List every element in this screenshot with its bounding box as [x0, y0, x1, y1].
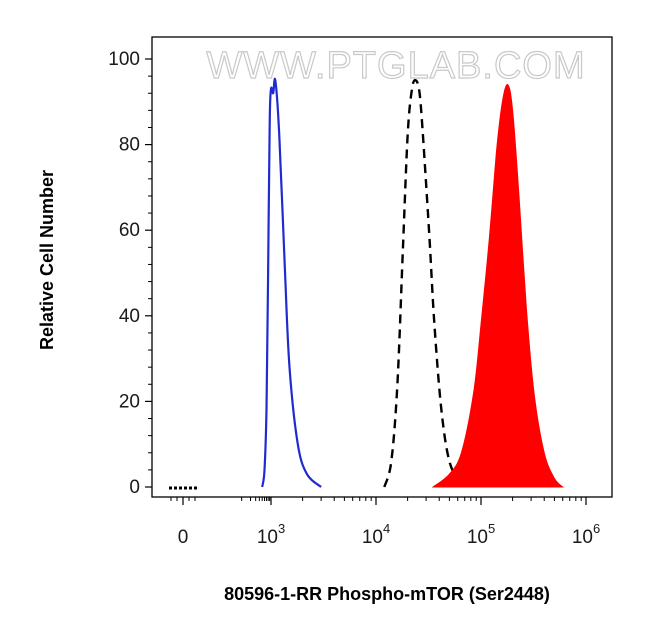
x-tick-label: 105: [467, 521, 495, 548]
axes-layer: 0 20 40 60 80 100 0 103 104 105 106: [108, 36, 613, 548]
y-tick-label: 80: [119, 135, 140, 156]
y-axis-title: Relative Cell Number: [37, 170, 57, 350]
series-blue-solid-line: [261, 77, 322, 488]
x-tick-label: 104: [362, 521, 390, 548]
series-red-filled-area: [431, 84, 564, 488]
x-axis-title: 80596-1-RR Phospho-mTOR (Ser2448): [224, 584, 550, 604]
y-tick-label: 0: [129, 477, 140, 498]
series-layer: [169, 77, 564, 490]
x-tick-label: 106: [572, 521, 600, 548]
x-tick-label: 103: [257, 521, 285, 548]
y-tick-label: 20: [119, 391, 140, 412]
y-tick-label: 100: [108, 49, 140, 70]
y-tick-label: 40: [119, 306, 140, 327]
plot-frame: [151, 36, 613, 498]
watermark-text: WWW.PTGLAB.COM: [206, 45, 585, 87]
series-black-dashed-line: [383, 78, 463, 488]
x-tick-label: 0: [178, 527, 189, 548]
y-tick-label: 60: [119, 220, 140, 241]
